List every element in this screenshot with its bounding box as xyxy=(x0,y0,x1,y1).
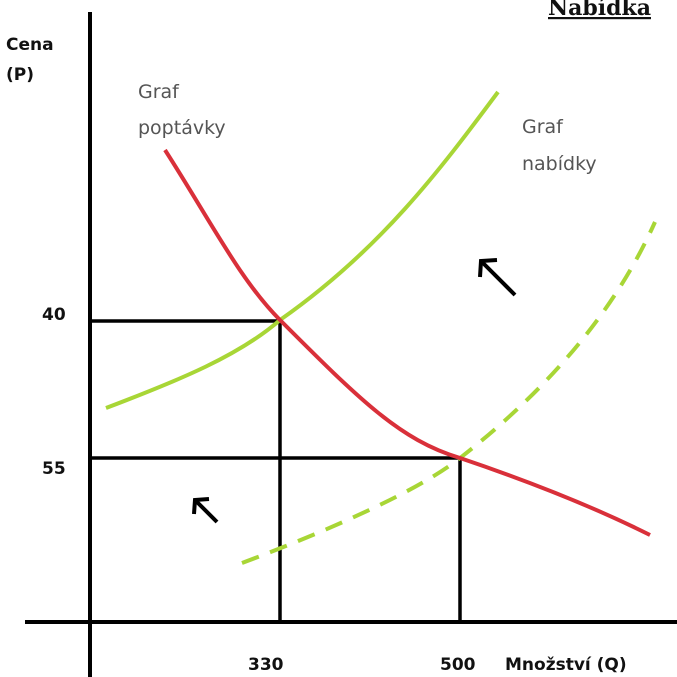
y-axis-label: (P) xyxy=(6,65,34,85)
shift-arrows xyxy=(192,258,517,524)
title: Nabídka xyxy=(548,0,651,21)
shifted-supply-curve xyxy=(241,221,657,565)
supply-curve xyxy=(105,90,500,410)
curve-label: Graf xyxy=(522,116,564,138)
price-label: 40 xyxy=(42,305,66,325)
quantity-label: 500 xyxy=(440,655,476,675)
y-axis-label: Cena xyxy=(6,35,54,55)
guide-lines xyxy=(90,319,462,622)
quantity-label: 330 xyxy=(248,655,284,675)
price-label: 55 xyxy=(42,459,66,479)
curve-label: nabídky xyxy=(522,153,597,175)
x-axis-label: Množství (Q) xyxy=(505,655,627,675)
curve-label: Graf xyxy=(138,81,180,103)
demand-curve xyxy=(163,148,651,537)
curve-label: poptávky xyxy=(138,117,226,139)
